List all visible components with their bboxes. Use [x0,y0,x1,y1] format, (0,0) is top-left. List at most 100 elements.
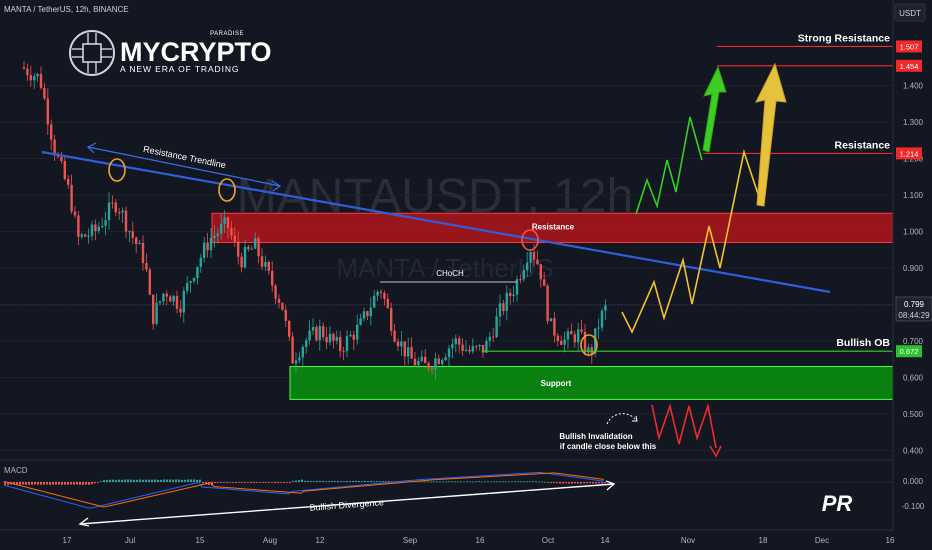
macd-histogram-bar [592,482,594,484]
macd-histogram-bar [454,481,456,483]
candle-body [172,296,175,302]
candle-body [461,344,464,352]
resistance-zone-label: Resistance [532,222,575,231]
candle-body [288,320,291,337]
macd-histogram-bar [361,481,363,482]
candle-body [573,334,576,343]
candle-body [444,357,447,360]
candle-body [155,302,158,325]
macd-histogram-bar [181,479,183,482]
candle-body [237,241,240,257]
candle-body [152,294,155,325]
macd-histogram-bar [580,482,582,484]
candle-body [362,311,366,319]
candle-body [50,124,53,140]
candle-body [322,326,325,338]
level-label: Bullish OB [836,337,890,349]
candle-body [203,242,206,258]
candle-body [271,270,274,286]
candle-body [175,296,179,309]
candle-body [546,285,549,322]
time-axis [0,530,932,550]
macd-histogram-bar [160,479,162,482]
price-tick: 0.400 [903,447,924,456]
candle-body [196,266,199,279]
candle-body [315,327,318,341]
candle-body [39,73,43,88]
time-tick: 17 [63,536,72,545]
logo-tag: PARADISE [210,31,244,37]
candle-body [223,217,226,224]
macd-histogram-bar [202,482,204,484]
macd-histogram-bar [76,482,78,485]
macd-histogram-bar [139,479,141,482]
trendline-arrow-shaft [87,146,281,187]
macd-histogram-bar [427,481,429,483]
invalidation-pointer-head [632,415,638,422]
macd-histogram-bar [436,481,438,483]
macd-histogram-bar [226,482,228,483]
candle-body [192,278,196,282]
macd-histogram-bar [109,479,111,482]
symbol-line: MANTA / TetherUS, 12h, BINANCE [4,5,129,14]
candle-body [532,252,536,260]
candle-body [97,226,100,231]
macd-histogram-bar [289,482,291,483]
macd-histogram-bar [577,482,579,484]
candle-body [505,292,508,311]
macd-histogram-bar [319,480,321,482]
candle-body [90,224,94,236]
candle-body [291,336,294,364]
invalidation-arrow [709,445,722,458]
candle-body [158,301,162,303]
macd-histogram-bar [475,481,477,483]
macd-histogram-bar [304,480,306,482]
candle-body [213,235,216,238]
price-label-box [896,59,922,72]
currency-button[interactable] [894,3,926,22]
candle-body [325,337,328,343]
macd-histogram-bar [184,479,186,482]
macd-histogram-bar [274,482,276,483]
macd-histogram-bar [61,482,63,485]
macd-histogram-bar [316,480,318,482]
candle-body [427,363,430,369]
price-axis [893,0,932,530]
macd-histogram-bar [223,482,225,483]
macd-histogram-bar [490,481,492,483]
candle-body [512,294,515,296]
macd-histogram-bar [31,482,33,485]
macd-histogram-bar [145,479,147,482]
macd-histogram-bar [112,479,114,482]
candle-body [349,334,352,337]
price-label-box [896,345,922,358]
candlesticks [22,61,607,380]
time-tick: 12 [316,536,325,545]
macd-histogram-bar [448,481,450,483]
macd-histogram-bar [286,482,288,483]
macd-histogram-bar [430,481,432,483]
macd-histogram-bar [292,480,294,482]
candle-body [356,324,359,340]
macd-histogram-bar [505,481,507,483]
candle-body [577,329,580,343]
macd-histogram-bar [508,481,510,483]
candle-body [366,311,369,317]
price-label-text: 1.507 [900,42,919,51]
macd-histogram-bar [535,481,537,483]
candle-body [594,328,597,354]
candle-body [553,318,556,336]
macd-histogram-bar [178,479,180,482]
touch-circle [521,229,539,251]
candle-body [509,292,512,296]
candle-body [148,269,151,295]
time-tick: Nov [681,536,695,545]
macd-histogram-bar [574,482,576,484]
candle-body [33,76,36,81]
macd-histogram-bar [601,482,603,484]
candle-body [233,235,236,242]
macd-histogram-bar [235,482,237,483]
macd-histogram-bar [421,481,423,483]
macd-histogram-bar [52,482,54,485]
candle-body [36,73,39,77]
